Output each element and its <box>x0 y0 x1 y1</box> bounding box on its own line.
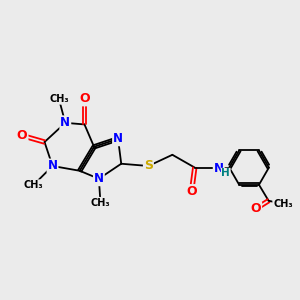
Text: O: O <box>250 202 261 215</box>
Text: N: N <box>113 132 123 145</box>
Text: S: S <box>144 160 153 172</box>
Text: O: O <box>17 129 28 142</box>
Text: CH₃: CH₃ <box>91 198 110 208</box>
Text: H: H <box>221 168 230 178</box>
Text: CH₃: CH₃ <box>23 180 43 190</box>
Text: O: O <box>186 185 197 198</box>
Text: N: N <box>214 162 224 175</box>
Text: CH₃: CH₃ <box>49 94 69 104</box>
Text: N: N <box>60 116 70 129</box>
Text: N: N <box>47 160 58 172</box>
Text: CH₃: CH₃ <box>273 199 293 209</box>
Text: N: N <box>94 172 104 185</box>
Text: O: O <box>79 92 90 105</box>
